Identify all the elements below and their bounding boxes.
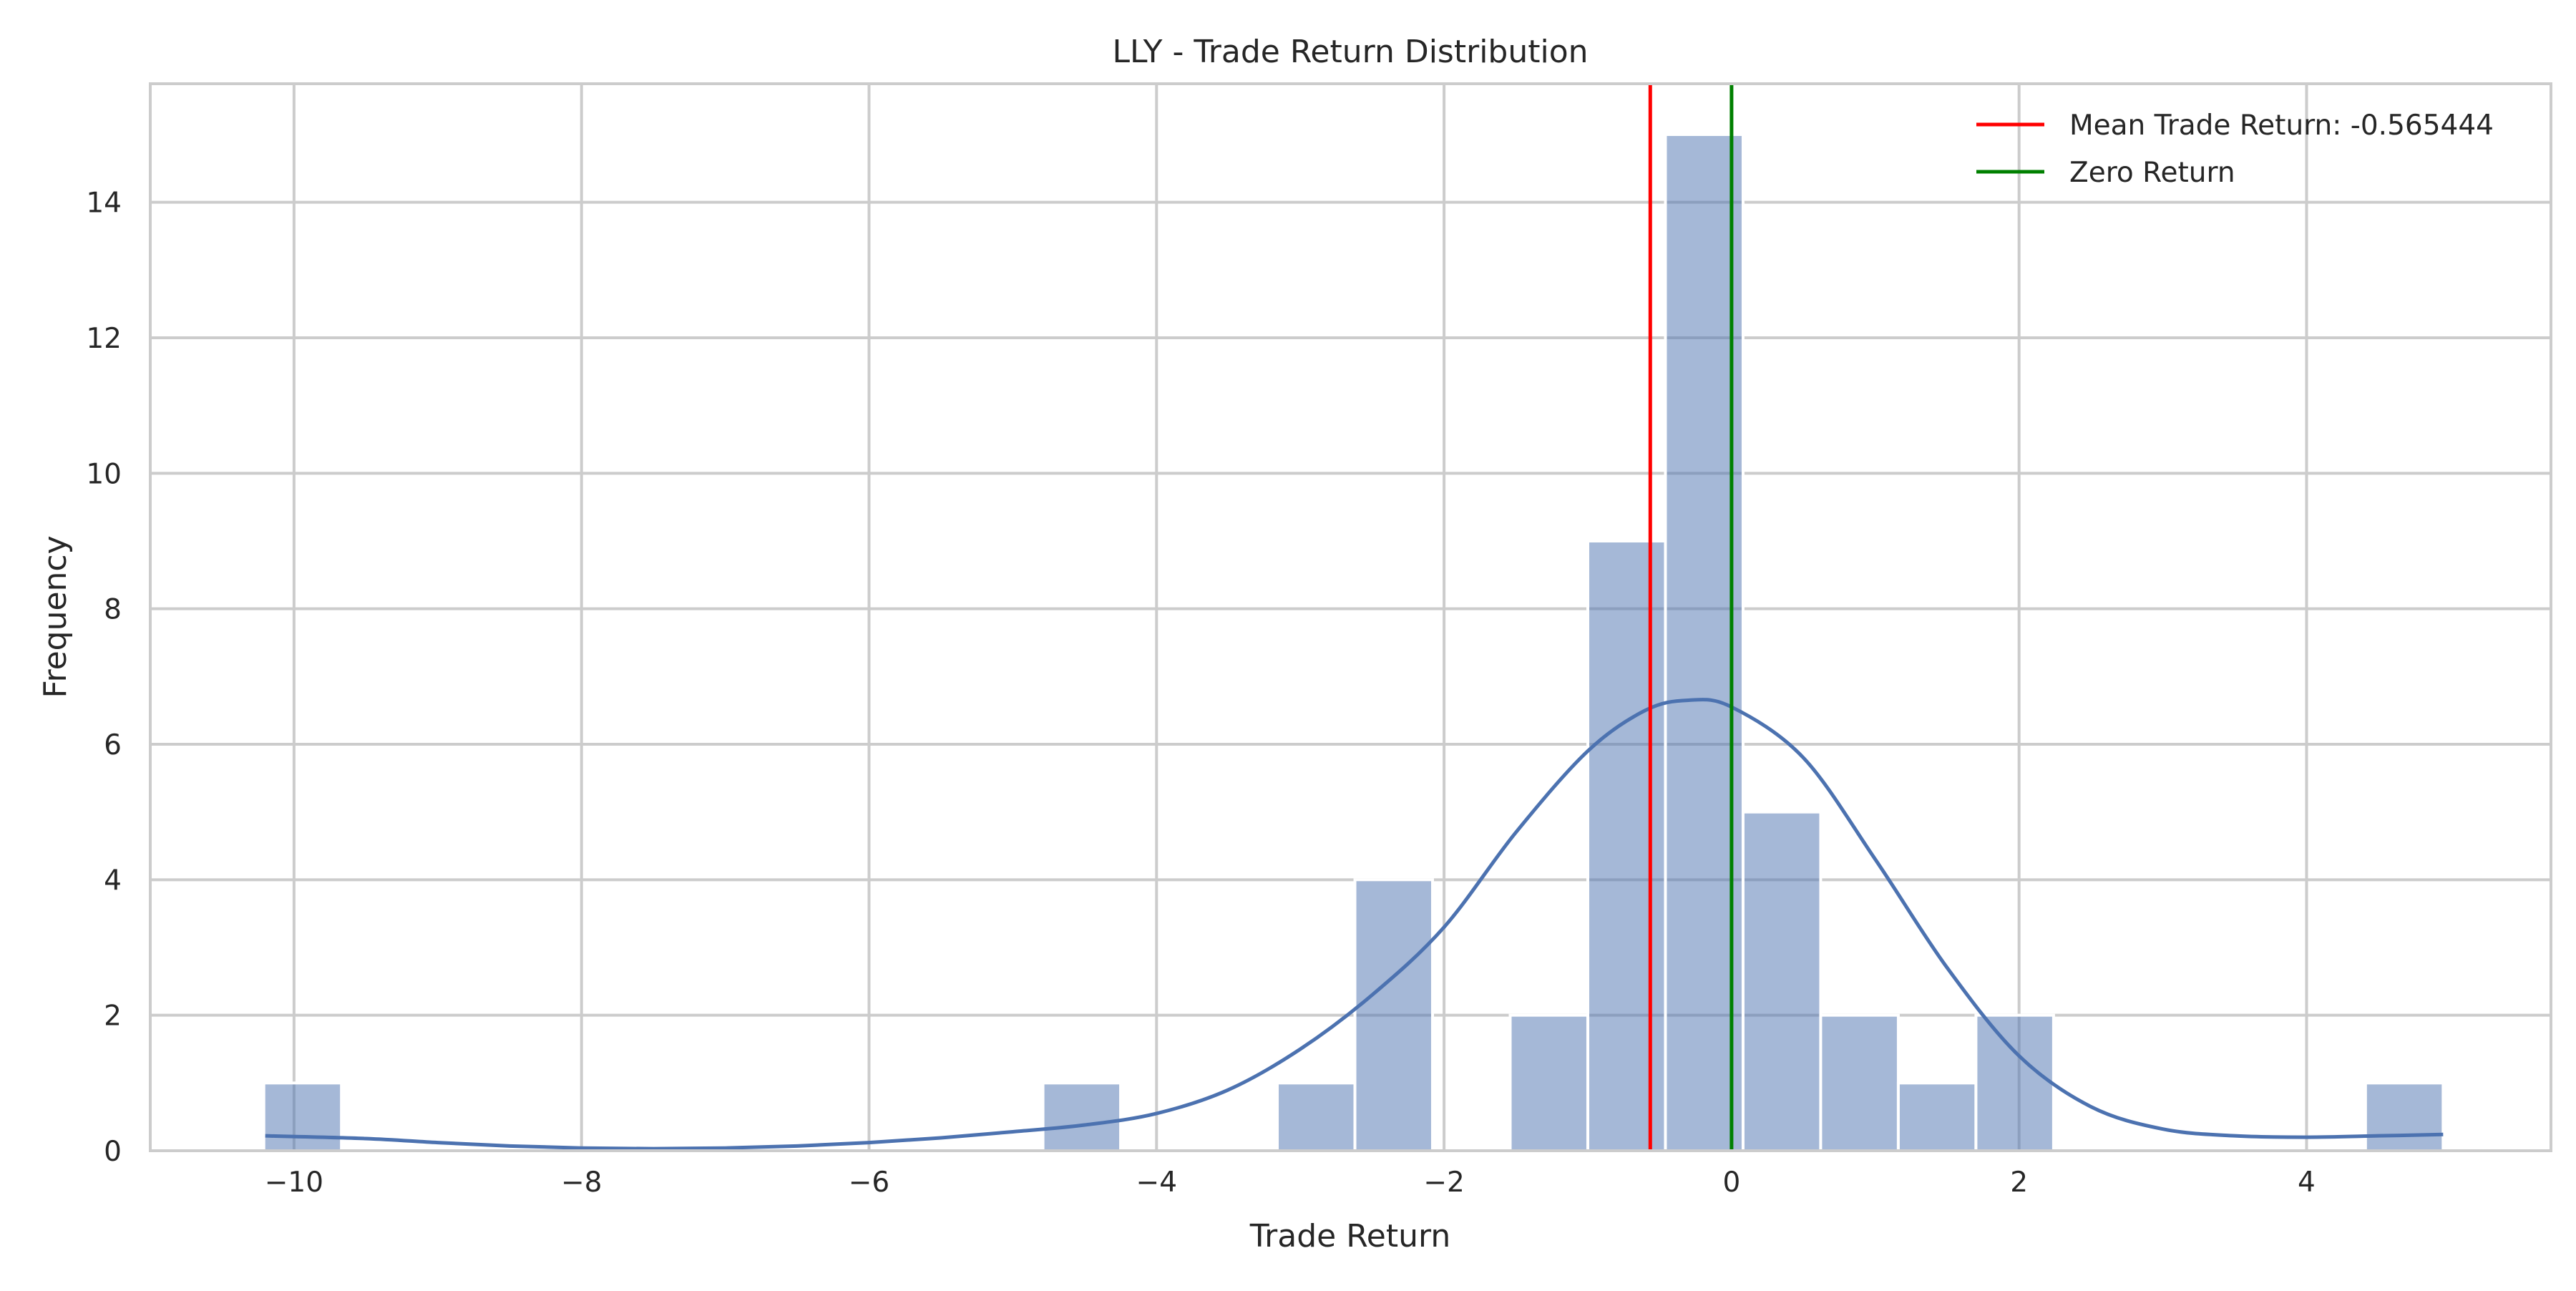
y-tick-label: 4: [104, 864, 122, 897]
histogram-bar: [2363, 1081, 2445, 1153]
x-tick-label: −4: [1136, 1166, 1178, 1199]
y-tick-label: 8: [104, 594, 122, 626]
x-tick-label: −6: [849, 1166, 890, 1199]
x-tick-label: −2: [1423, 1166, 1465, 1199]
legend-label-zero: Zero Return: [2069, 157, 2235, 189]
y-tick-label: 2: [104, 1000, 122, 1033]
x-tick-label: 0: [1722, 1166, 1740, 1199]
y-tick-label: 10: [86, 458, 122, 490]
plot-area: [150, 84, 2551, 1151]
y-tick-labels: 0 2 4 6 8 10 12 14: [86, 187, 122, 1168]
x-tick-label: 2: [2010, 1166, 2028, 1199]
x-tick-label: −10: [265, 1166, 323, 1199]
y-tick-label: 6: [104, 729, 122, 761]
y-axis-title: Frequency: [37, 535, 74, 698]
reference-lines: [1648, 84, 1734, 1151]
plot-frame: [149, 82, 2552, 1152]
histogram-bar: [1041, 1081, 1123, 1153]
histogram-bar: [1741, 810, 1823, 1152]
legend: Mean Trade Return: -0.565444 Zero Return: [1976, 109, 2494, 189]
x-tick-labels: −10 −8 −6 −4 −2 0 2 4: [265, 1166, 2316, 1199]
histogram-bar: [1353, 878, 1435, 1153]
histogram-bar: [1508, 1013, 1589, 1152]
histogram-bar: [1819, 1013, 1900, 1152]
y-tick-label: 14: [86, 187, 122, 220]
x-axis-title: Trade Return: [1249, 1218, 1450, 1255]
histogram-bar: [1896, 1081, 1978, 1153]
y-tick-label: 12: [86, 323, 122, 355]
x-tick-label: 4: [2298, 1166, 2316, 1199]
legend-label-mean: Mean Trade Return: -0.565444: [2069, 109, 2494, 142]
kde-layer: [265, 698, 2444, 1151]
histogram-bar: [262, 1081, 343, 1153]
kde-curve: [265, 698, 2444, 1151]
x-tick-label: −8: [561, 1166, 602, 1199]
chart-title: LLY - Trade Return Distribution: [1112, 34, 1588, 70]
y-tick-label: 0: [104, 1136, 122, 1168]
histogram-bar: [1276, 1081, 1357, 1153]
histogram-bar: [1586, 540, 1667, 1152]
histogram-bar: [1974, 1013, 2055, 1152]
